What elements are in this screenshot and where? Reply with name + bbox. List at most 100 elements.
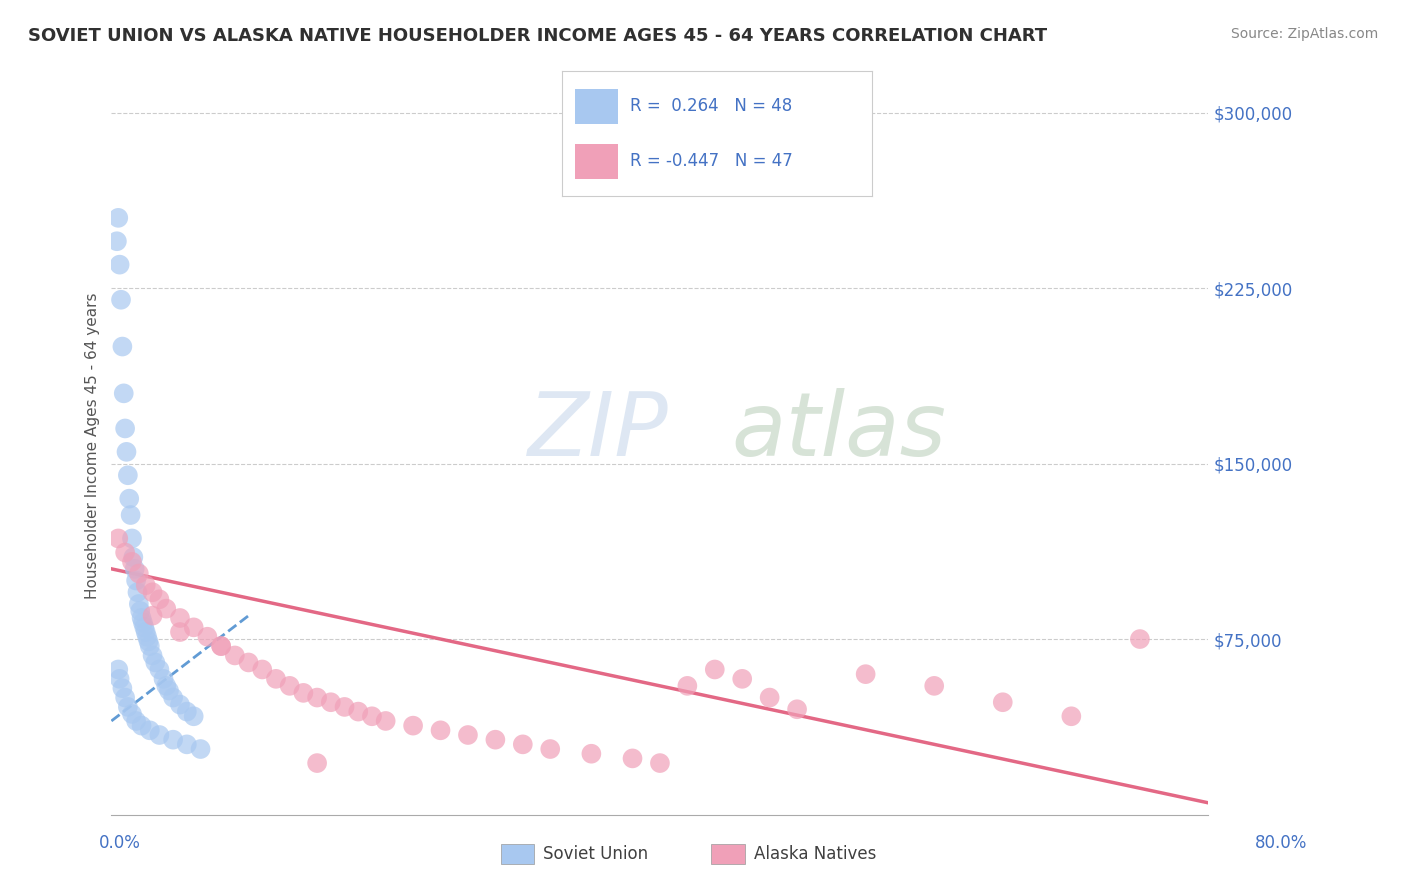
Point: [1060, 709, 1083, 723]
Point: [128, 597, 150, 611]
Point: [111, 340, 134, 354]
Point: [621, 751, 644, 765]
Point: [264, 672, 287, 686]
Point: [148, 728, 170, 742]
Point: [139, 723, 162, 738]
Point: [855, 667, 877, 681]
Point: [136, 630, 159, 644]
Text: Alaska Natives: Alaska Natives: [754, 845, 876, 863]
Point: [155, 601, 177, 615]
Point: [141, 608, 163, 623]
FancyBboxPatch shape: [501, 844, 534, 864]
Point: [333, 700, 356, 714]
Point: [118, 491, 141, 506]
Point: [108, 258, 131, 272]
Point: [183, 709, 205, 723]
Text: SOVIET UNION VS ALASKA NATIVE HOUSEHOLDER INCOME AGES 45 - 64 YEARS CORRELATION : SOVIET UNION VS ALASKA NATIVE HOUSEHOLDE…: [28, 27, 1047, 45]
Point: [110, 293, 132, 307]
Point: [361, 709, 384, 723]
Text: Soviet Union: Soviet Union: [543, 845, 648, 863]
Point: [307, 690, 329, 705]
Point: [758, 690, 780, 705]
Point: [135, 578, 157, 592]
Point: [703, 663, 725, 677]
Point: [512, 737, 534, 751]
Point: [176, 737, 198, 751]
Point: [132, 615, 155, 630]
Point: [1129, 632, 1152, 646]
Point: [278, 679, 301, 693]
Point: [129, 604, 152, 618]
Point: [125, 714, 148, 728]
Point: [162, 732, 184, 747]
Point: [134, 620, 156, 634]
Point: [114, 545, 136, 559]
Point: [190, 742, 212, 756]
Point: [117, 700, 139, 714]
Point: [169, 698, 191, 712]
Point: [141, 585, 163, 599]
Y-axis label: Householder Income Ages 45 - 64 years: Householder Income Ages 45 - 64 years: [86, 293, 100, 599]
Text: atlas: atlas: [731, 388, 946, 475]
Point: [538, 742, 561, 756]
Text: ZIP: ZIP: [529, 388, 669, 475]
Point: [135, 625, 157, 640]
Point: [120, 508, 142, 522]
Point: [107, 532, 129, 546]
Point: [131, 611, 153, 625]
Point: [238, 656, 260, 670]
Point: [224, 648, 246, 663]
Point: [125, 574, 148, 588]
Point: [786, 702, 808, 716]
Point: [991, 695, 1014, 709]
Point: [117, 468, 139, 483]
Text: 0.0%: 0.0%: [98, 834, 141, 852]
Point: [141, 648, 163, 663]
FancyBboxPatch shape: [575, 144, 619, 178]
Point: [152, 672, 174, 686]
Point: [115, 445, 138, 459]
Point: [484, 732, 506, 747]
Point: [676, 679, 699, 693]
Point: [319, 695, 342, 709]
Point: [307, 756, 329, 770]
Point: [155, 679, 177, 693]
Point: [108, 672, 131, 686]
Point: [169, 625, 191, 640]
FancyBboxPatch shape: [575, 89, 619, 124]
Point: [139, 639, 162, 653]
Point: [183, 620, 205, 634]
Point: [131, 718, 153, 732]
Point: [122, 550, 145, 565]
Point: [114, 690, 136, 705]
Point: [148, 663, 170, 677]
Point: [162, 690, 184, 705]
Point: [457, 728, 479, 742]
Point: [107, 663, 129, 677]
Point: [138, 634, 160, 648]
FancyBboxPatch shape: [711, 844, 745, 864]
Text: Source: ZipAtlas.com: Source: ZipAtlas.com: [1230, 27, 1378, 41]
Text: R = -0.447   N = 47: R = -0.447 N = 47: [630, 153, 793, 170]
Point: [648, 756, 671, 770]
Point: [429, 723, 451, 738]
Point: [148, 592, 170, 607]
Point: [157, 683, 180, 698]
Point: [292, 686, 315, 700]
Point: [176, 705, 198, 719]
Point: [374, 714, 396, 728]
Text: 80.0%: 80.0%: [1256, 834, 1308, 852]
Point: [112, 386, 135, 401]
Point: [209, 639, 232, 653]
Point: [581, 747, 603, 761]
Point: [128, 566, 150, 581]
Point: [124, 562, 146, 576]
Point: [111, 681, 134, 696]
Point: [197, 630, 219, 644]
Point: [347, 705, 370, 719]
Point: [143, 656, 166, 670]
Point: [121, 706, 143, 721]
Point: [121, 532, 143, 546]
Point: [252, 663, 274, 677]
Point: [127, 585, 149, 599]
